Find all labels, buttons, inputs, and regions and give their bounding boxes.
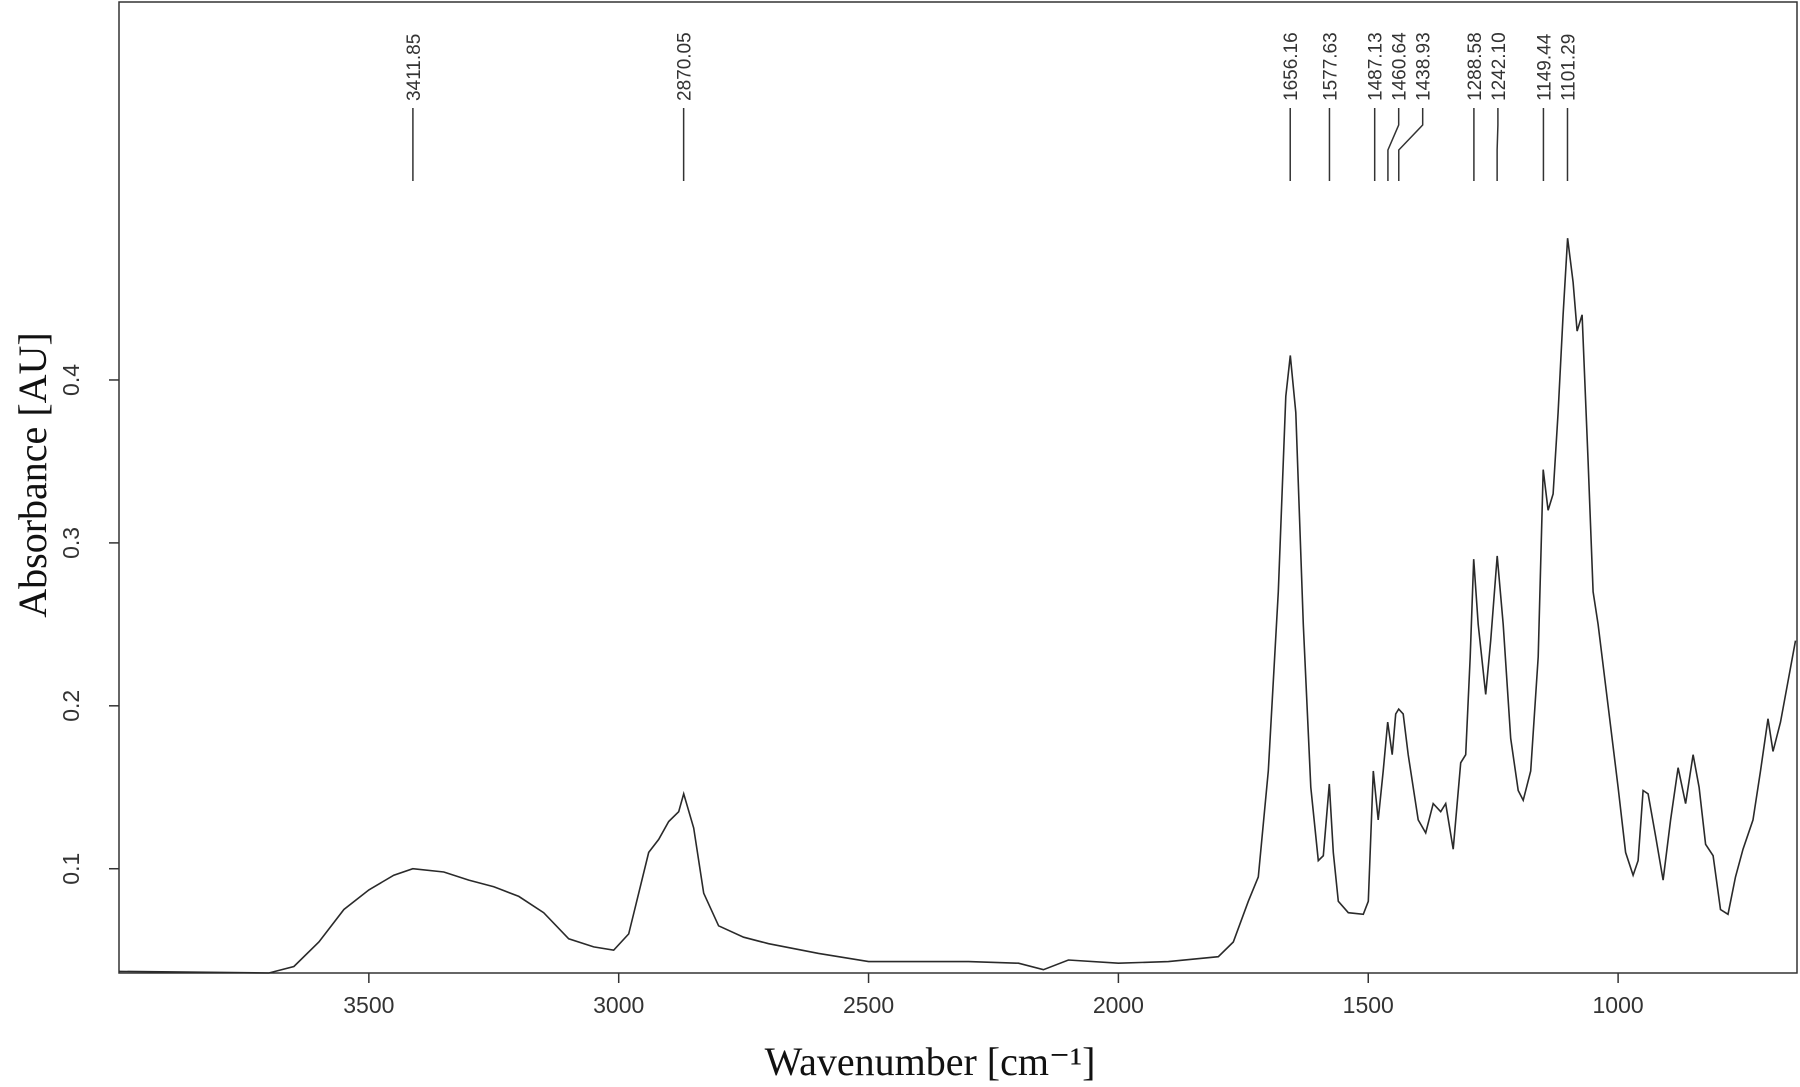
peak-label: 1577.63	[1320, 32, 1341, 101]
x-tick-label: 2000	[1093, 992, 1144, 1018]
y-tick-label: 0.1	[58, 853, 84, 885]
spectrum-line	[118, 238, 1797, 974]
y-tick-label: 0.2	[58, 690, 84, 722]
x-axis-title: Wavenumber [cm⁻¹]	[765, 1039, 1096, 1084]
peak-label: 3411.85	[404, 34, 425, 101]
peak-label: 1487.13	[1366, 32, 1387, 101]
peak-label: 1460.64	[1390, 32, 1411, 101]
peak-label: 1149.44	[1534, 33, 1555, 101]
x-tick-label: 3000	[593, 992, 644, 1018]
plot-frame	[118, 1, 1798, 974]
peak-label: 1101.29	[1558, 34, 1579, 101]
y-tick-label: 0.3	[58, 527, 84, 559]
y-tick-label: 0.4	[58, 364, 84, 396]
x-tick-label: 3500	[343, 992, 394, 1018]
peak-leader	[1387, 108, 1400, 181]
x-tick-label: 1500	[1343, 992, 1394, 1018]
x-tick-label: 1000	[1593, 992, 1644, 1018]
peak-label: 2870.05	[675, 32, 696, 101]
peak-label: 1242.10	[1489, 32, 1510, 101]
peak-label: 1288.58	[1465, 32, 1486, 101]
peak-label: 1438.93	[1414, 32, 1435, 101]
peak-leader	[1398, 108, 1424, 181]
peak-leader	[1496, 108, 1499, 181]
x-tick-label: 2500	[843, 992, 894, 1018]
y-axis-title: Absorbance [AU]	[10, 332, 55, 617]
peak-label: 1656.16	[1281, 32, 1302, 101]
